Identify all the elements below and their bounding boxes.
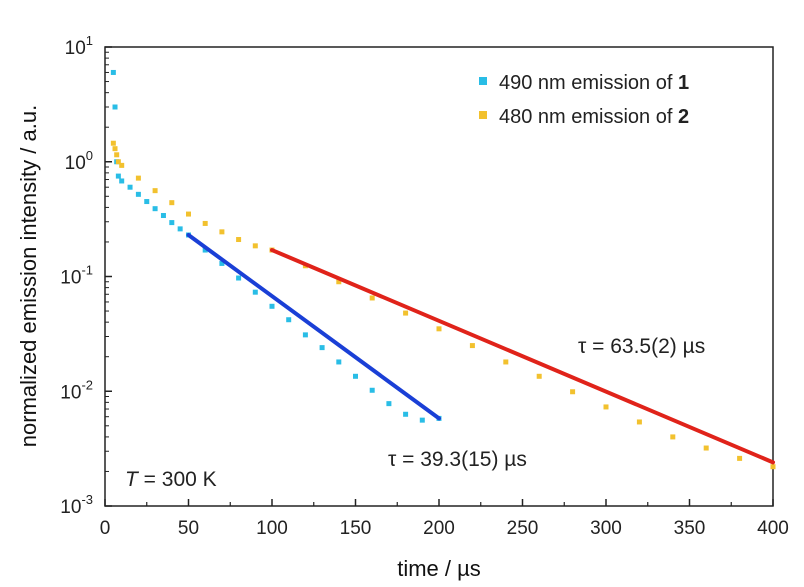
series-1-point [353,373,358,379]
series-1-point [135,191,141,197]
series-2-point [737,455,743,461]
series-2-point [403,310,409,316]
y-tick-label: 101 [65,33,93,59]
series-1-point [112,104,118,110]
series-2-point [119,162,125,168]
series-1-point [336,359,342,365]
series-2-point [186,211,191,217]
x-tick-label: 250 [507,518,539,539]
x-tick-label: 300 [590,518,622,539]
series-1-point [419,417,425,423]
series-1-point [286,317,292,323]
series-1-point [236,275,242,281]
series-2-point [503,359,509,365]
series-1-point [160,213,166,219]
series-2-point [236,237,242,243]
legend-label-1: 490 nm emission of 1 [499,72,689,94]
series-1-point [219,260,225,266]
y-tick-label: 10-1 [60,263,93,289]
legend: 490 nm emission of 1 480 nm emission of … [479,72,689,128]
x-axis-title: time / µs [397,556,481,581]
legend-swatch-2 [479,111,487,119]
series-2-point [110,140,116,146]
series-2-point [670,434,676,440]
series-1-point [302,332,308,338]
series-1-point [269,303,275,309]
y-tick-label: 10-2 [60,377,93,403]
series-1-point [110,69,116,75]
series-1-point [115,173,121,179]
y-axis-ticks: 10-3 10-2 10-1 100 101 [60,33,112,518]
series-2-point [469,343,475,349]
series-1-point [144,199,150,205]
series-2-point [336,279,342,285]
fit-label-2: τ = 63.5(2) µs [578,335,705,358]
y-tick-label: 10-3 [60,492,93,518]
series-1-point [177,226,183,232]
series-2-point [536,373,542,379]
series-1-point [127,184,133,190]
series-2-point [636,419,642,425]
x-tick-label: 150 [340,518,372,539]
series-2-point [369,295,375,301]
y-tick-label: 100 [65,148,93,174]
series-1-point [152,206,158,212]
series-1-point [119,178,125,184]
x-tick-label: 0 [100,518,111,539]
series-1-point [369,387,375,393]
x-tick-label: 200 [423,518,455,539]
series-2-point [112,146,118,152]
series-2-point [252,243,258,249]
series-2-point [570,389,576,395]
series-2-point [135,175,141,181]
series-1-point [252,289,258,295]
series-2-point [219,229,225,235]
x-axis-ticks: 0 50 100 150 200 250 300 350 400 [100,499,789,539]
series-2-point [169,200,175,206]
series-1-point [169,220,175,226]
series-1-point [319,345,325,351]
series-2-point [770,464,776,470]
fit-lines [186,232,775,465]
series-2-point [152,188,158,194]
fit-label-1: τ = 39.3(15) µs [388,448,527,471]
temperature-annotation: T = 300 K [125,468,217,491]
series-1-point [202,247,208,253]
series-1-point [386,401,392,407]
legend-swatch-1 [479,77,487,85]
x-tick-label: 100 [256,518,288,539]
series-points [110,69,776,470]
x-tick-label: 50 [178,518,199,539]
y-axis-title: normalized emission intensity / a.u. [16,105,41,447]
fit-line-1 [186,232,441,421]
series-2-point [115,159,121,165]
series-2-point [436,326,442,332]
fit-line-2 [270,248,775,465]
series-1-point [403,411,409,417]
series-2-point [703,445,709,451]
series-2-point [603,404,609,410]
series-2-point [114,152,120,158]
x-tick-label: 400 [757,518,789,539]
x-tick-label: 350 [674,518,706,539]
series-2-point [202,220,208,226]
legend-label-2: 480 nm emission of 2 [499,106,689,128]
